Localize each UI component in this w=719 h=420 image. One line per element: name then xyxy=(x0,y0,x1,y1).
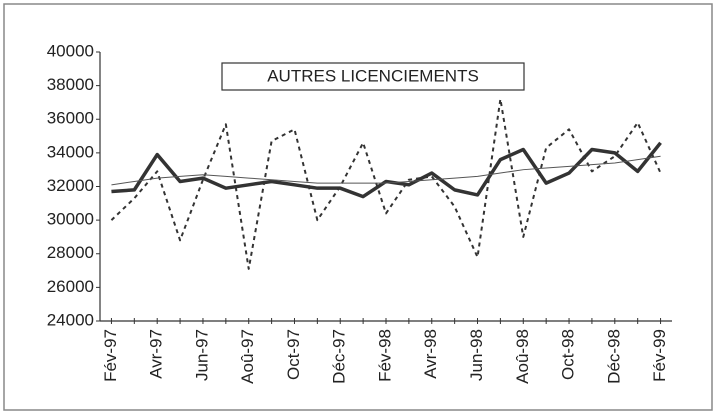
series-line xyxy=(111,155,661,186)
y-tick-label: 26000 xyxy=(47,277,94,296)
y-tick-label: 34000 xyxy=(47,142,94,161)
y-tick-label: 32000 xyxy=(47,176,94,195)
y-tick-label: 28000 xyxy=(47,243,94,262)
x-tick-label: Avr-97 xyxy=(147,329,166,379)
x-tick-label: Fév-99 xyxy=(650,329,669,382)
x-tick-label: Aoû-97 xyxy=(238,329,257,384)
series-line xyxy=(110,98,662,270)
y-tick-label: 30000 xyxy=(47,210,94,229)
x-tick-label: Aoû-98 xyxy=(513,329,532,384)
x-tick-label: Fév-97 xyxy=(101,329,120,382)
x-tick-label: Oct-98 xyxy=(559,329,578,380)
x-tick-label: Déc-97 xyxy=(330,329,349,384)
title-box xyxy=(221,62,525,91)
series-line xyxy=(111,141,662,199)
x-tick-label: Fév-98 xyxy=(375,329,394,382)
x-tick-label: Jun-98 xyxy=(467,329,486,381)
y-tick-label: 40000 xyxy=(47,41,94,60)
x-tick-label: Déc-98 xyxy=(604,329,623,384)
chart-title: AUTRES LICENCIEMENTS xyxy=(267,66,479,85)
x-tick-label: Avr-98 xyxy=(421,329,440,379)
y-tick-label: 24000 xyxy=(47,310,94,329)
y-tick-label: 38000 xyxy=(47,75,94,94)
y-tick-label: 36000 xyxy=(47,109,94,128)
x-tick-label: Jun-97 xyxy=(192,329,211,381)
x-tick-label: Oct-97 xyxy=(284,329,303,380)
